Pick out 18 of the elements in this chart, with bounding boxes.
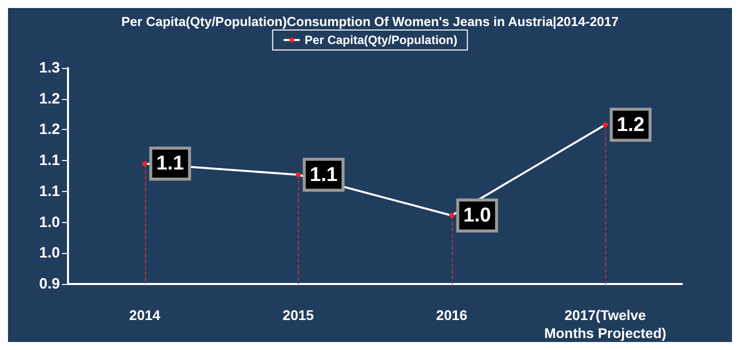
data-label: 1.2: [616, 114, 645, 136]
data-label: 1.1: [310, 164, 338, 186]
data-label: 1.0: [463, 204, 492, 226]
data-label: 1.1: [156, 152, 184, 175]
chart-title: Per Capita(Qty/Population)Consumption Of Women's Jeans in Austria|2014-2017: [121, 14, 619, 29]
x-tick-label: 2017(Twelve Months Projected): [544, 307, 666, 341]
x-tick-label: 2015: [282, 307, 314, 323]
x-tick-label: 2016: [436, 307, 468, 323]
y-tick-label: 1.0: [39, 214, 60, 231]
y-tick-label: 1.2: [39, 90, 60, 108]
y-tick-label: 1.2: [39, 121, 60, 138]
x-tick-label: 2014: [129, 307, 161, 323]
y-tick-label: 1.0: [39, 244, 60, 262]
legend-label: Per Capita(Qty/Population): [304, 33, 458, 47]
y-tick-label: 1.1: [39, 182, 60, 200]
y-tick-label: 1.1: [39, 152, 60, 170]
y-tick-label: 0.9: [39, 276, 60, 292]
y-tick-label: 1.3: [39, 60, 60, 76]
